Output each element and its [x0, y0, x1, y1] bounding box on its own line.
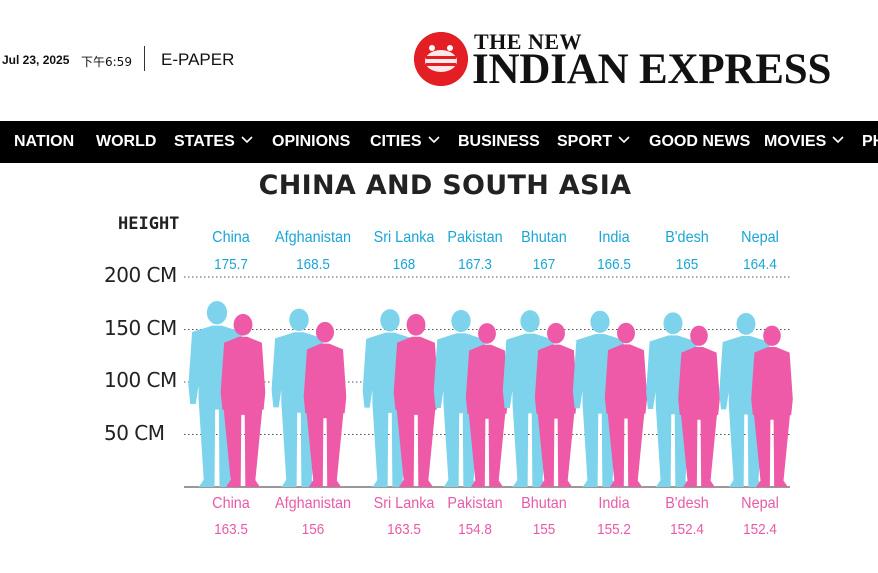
male-country-label: B'desh: [665, 229, 709, 246]
male-country-label: Afghanistan: [274, 229, 352, 246]
y-tick-label: 50 CM: [104, 420, 165, 445]
height-infographic: CHINA AND SOUTH ASIA HEIGHT 200 CM 150 CM…: [0, 163, 878, 573]
current-time: 下午6:59: [81, 55, 132, 69]
female-figure-1: [303, 321, 347, 487]
figures-chart: [184, 276, 793, 488]
header-divider: [144, 46, 145, 71]
female-country-label: Pakistan: [447, 495, 503, 512]
female-figure-5: [604, 322, 648, 487]
female-figure-7: [751, 325, 793, 487]
logo-emblem-icon: [414, 32, 468, 86]
site-logo[interactable]: THE NEW INDIAN EXPRESS: [414, 29, 874, 93]
y-axis-label: HEIGHT: [118, 214, 180, 234]
chart-title: CHINA AND SOUTH ASIA: [258, 170, 632, 201]
female-country-label: China: [212, 495, 250, 512]
female-figure-3: [465, 323, 509, 487]
main-navigation: NATION WORLD STATES OPINIONS CITIES BUSI…: [0, 121, 878, 163]
female-country-label: Sri Lanka: [373, 495, 435, 512]
nav-item-opinions[interactable]: OPINIONS: [272, 133, 351, 150]
chevron-down-icon: [618, 136, 630, 143]
male-country-label: China: [212, 229, 250, 246]
female-country-label: Nepal: [741, 495, 779, 512]
female-country-label: India: [598, 495, 630, 512]
chevron-down-icon: [427, 136, 440, 143]
female-figure-2: [393, 313, 439, 487]
male-height-label: 166.5: [597, 256, 631, 273]
female-height-label: 152.4: [743, 521, 777, 538]
female-country-label: Afghanistan: [274, 495, 352, 512]
male-country-label: Bhutan: [521, 229, 567, 246]
nav-item-states[interactable]: STATES: [174, 121, 253, 163]
epaper-link[interactable]: E-PAPER: [161, 50, 235, 69]
male-height-label: 168: [392, 256, 416, 273]
nav-item-world[interactable]: WORLD: [96, 133, 157, 150]
male-height-label: 164.4: [743, 256, 777, 273]
nav-item-nation[interactable]: NATION: [14, 133, 75, 150]
male-height-label: 165: [675, 256, 699, 273]
male-country-label: Nepal: [741, 229, 779, 246]
logo-text-top: THE NEW: [474, 29, 583, 54]
nav-item-partial[interactable]: PH: [862, 133, 878, 150]
female-country-label: Bhutan: [521, 495, 567, 512]
chevron-down-icon: [241, 136, 253, 143]
female-country-label: B'desh: [665, 495, 709, 512]
male-height-label: 167.3: [458, 256, 492, 273]
female-height-label: 155: [532, 521, 556, 538]
female-figure-0: [220, 313, 266, 487]
male-country-label: India: [598, 229, 630, 246]
logo-text-main: INDIAN EXPRESS: [472, 46, 832, 93]
male-country-label: Sri Lanka: [373, 229, 435, 246]
chevron-down-icon: [832, 136, 844, 143]
current-date: Jul 23, 2025: [2, 53, 70, 67]
female-figure-4: [534, 322, 578, 487]
male-height-label: 168.5: [296, 256, 330, 273]
female-figure-6: [678, 325, 720, 487]
male-country-label: Pakistan: [447, 229, 503, 246]
female-height-label: 154.8: [458, 521, 492, 538]
nav-item-sport[interactable]: SPORT: [557, 121, 630, 163]
female-height-label: 163.5: [214, 521, 248, 538]
female-height-label: 155.2: [597, 521, 631, 538]
female-height-label: 156: [301, 521, 325, 538]
site-header: Jul 23, 2025 下午6:59 E-PAPER THE NEW INDI…: [0, 0, 878, 121]
y-tick-label: 150 CM: [104, 315, 177, 340]
female-height-label: 152.4: [670, 521, 704, 538]
female-height-label: 163.5: [387, 521, 421, 538]
nav-item-cities[interactable]: CITIES: [370, 121, 440, 163]
nav-item-good-news[interactable]: GOOD NEWS: [649, 133, 751, 150]
nav-item-movies[interactable]: MOVIES: [764, 121, 844, 163]
nav-item-business[interactable]: BUSINESS: [458, 133, 540, 150]
male-height-label: 167: [532, 256, 556, 273]
y-tick-label: 100 CM: [104, 368, 177, 392]
y-tick-label: 200 CM: [104, 263, 177, 287]
male-height-label: 175.7: [214, 256, 248, 273]
